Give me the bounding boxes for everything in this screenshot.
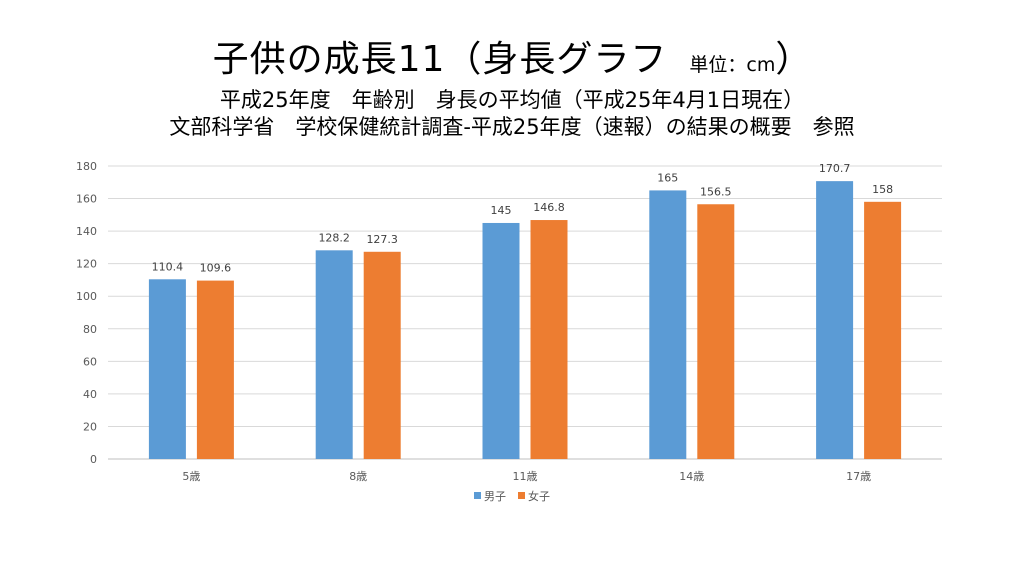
data-label: 146.8	[533, 201, 565, 214]
data-label: 156.5	[700, 185, 732, 198]
bar-girls	[864, 201, 902, 460]
data-label: 145	[491, 204, 512, 217]
unit-label: 単位：cm	[689, 54, 776, 76]
data-label: 170.7	[819, 162, 851, 175]
y-tick-label: 140	[76, 225, 97, 238]
y-tick-label: 100	[76, 290, 97, 303]
bar-boys	[315, 250, 353, 459]
chart-title: 子供の成長11（身長グラフ	[212, 39, 668, 80]
title-line-1: 子供の成長11（身長グラフ 単位：cm）	[0, 30, 1024, 82]
data-label: 165	[657, 171, 678, 184]
y-tick-label: 20	[83, 420, 97, 433]
bar-chart: 0 20 40 60 80 100 120 140 160 180 110.4 109.6 5歳 128.…	[76, 160, 942, 503]
y-tick-label: 160	[76, 193, 97, 206]
legend-swatch-boys	[474, 492, 481, 499]
data-label: 109.6	[200, 262, 232, 275]
y-tick-label: 120	[76, 258, 97, 271]
bar-boys	[649, 190, 687, 459]
bar-girls	[697, 204, 735, 459]
bar-girls	[196, 280, 234, 459]
title-close-paren: ）	[775, 39, 812, 80]
x-tick-label: 5歳	[182, 470, 200, 483]
subtitle-source: 文部科学省 学校保健統計調査-平成25年度（速報）の結果の概要 参照	[169, 115, 855, 139]
subtitle-survey-date: 平成25年度 年齢別 身長の平均値（平成25年4月1日現在）	[219, 88, 805, 112]
legend-swatch-girls	[518, 492, 525, 499]
x-tick-label: 17歳	[846, 470, 871, 483]
legend-label-boys: 男子	[484, 490, 506, 503]
bar-girls	[530, 220, 568, 459]
data-label: 127.3	[366, 233, 398, 246]
x-tick-label: 8歳	[349, 470, 367, 483]
data-label: 110.4	[152, 260, 184, 273]
x-tick-label: 11歳	[513, 470, 538, 483]
data-label: 158	[872, 183, 893, 196]
data-label: 128.2	[318, 231, 350, 244]
y-tick-label: 180	[76, 160, 97, 173]
x-tick-label: 14歳	[679, 470, 704, 483]
bar-boys	[816, 181, 854, 459]
bar-girls	[363, 251, 401, 459]
bar-boys	[148, 279, 186, 459]
y-tick-label: 40	[83, 388, 97, 401]
bar-boys	[482, 222, 520, 459]
y-tick-label: 80	[83, 323, 97, 336]
y-tick-label: 0	[90, 453, 97, 466]
y-tick-label: 60	[83, 355, 97, 368]
legend-label-girls: 女子	[528, 489, 550, 503]
